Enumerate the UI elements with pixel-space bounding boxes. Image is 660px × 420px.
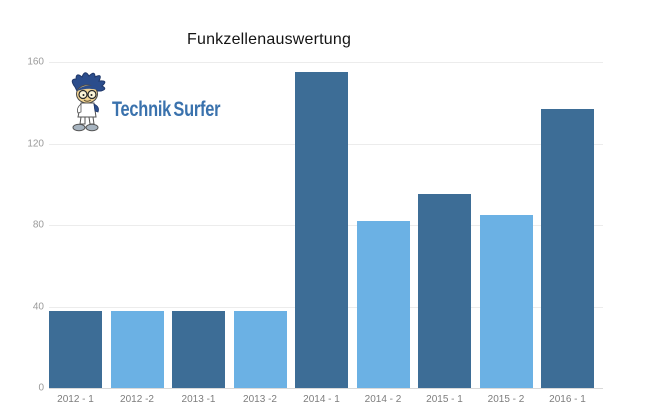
bar-column: 2013 -2 (233, 62, 287, 405)
bar (233, 310, 287, 388)
bar (541, 108, 594, 388)
bar-column: 2012 -2 (110, 62, 164, 405)
bar (110, 310, 164, 388)
surfer-boy-mascot-icon (64, 69, 114, 138)
x-axis-category-label: 2012 -2 (120, 394, 154, 405)
y-axis-tick-label: 160 (27, 56, 44, 68)
bar (295, 72, 348, 388)
y-axis-tick-label: 80 (32, 219, 44, 231)
techniksurfer-logo: Technik Surfer (64, 69, 251, 138)
techniksurfer-wordmark: Technik Surfer (112, 98, 220, 122)
x-axis-category-label: 2015 - 1 (426, 394, 463, 405)
gridline-y-160 (49, 62, 603, 63)
bar (356, 220, 410, 388)
wordmark-technik: Technik (112, 97, 172, 121)
bar-column: 2012 - 1 (49, 62, 102, 405)
y-axis-tick-label: 0 (38, 382, 44, 394)
x-axis-category-label: 2014 - 2 (364, 394, 402, 405)
bar-column: 2016 - 1 (541, 62, 594, 405)
bar (49, 310, 102, 388)
x-axis-category-label: 2015 - 2 (487, 394, 525, 405)
gridline-y-0 (49, 388, 603, 389)
chart-title: Funkzellenauswertung (187, 31, 352, 48)
y-axis-tick-label: 120 (27, 138, 44, 149)
bar (172, 310, 225, 388)
x-axis-category-label: 2012 - 1 (57, 394, 94, 405)
x-axis-category-label: 2014 - 1 (303, 394, 340, 405)
x-axis-category-label: 2013 -1 (181, 394, 216, 405)
bar-column: 2014 - 2 (356, 62, 410, 405)
plot-area: 0 40 80 120 160 2012 - 1 2012 -2 2013 -1 2013 -… (27, 57, 603, 405)
bar (418, 194, 471, 388)
x-axis-category-label: 2016 - 1 (549, 394, 586, 405)
bar-column: 2014 - 1 (295, 62, 348, 405)
y-axis-tick-label: 40 (32, 301, 44, 312)
wordmark-surfer: Surfer (173, 97, 221, 121)
bars-layer: 2012 - 1 2012 -2 2013 -1 2013 -2 2014 - 1 201… (49, 62, 594, 405)
bar-column: 2015 - 1 (418, 62, 471, 405)
bar-column: 2015 - 2 (479, 62, 533, 405)
x-axis-category-label: 2013 -2 (243, 394, 277, 405)
bar (479, 214, 533, 388)
bar-column: 2013 -1 (172, 62, 225, 405)
